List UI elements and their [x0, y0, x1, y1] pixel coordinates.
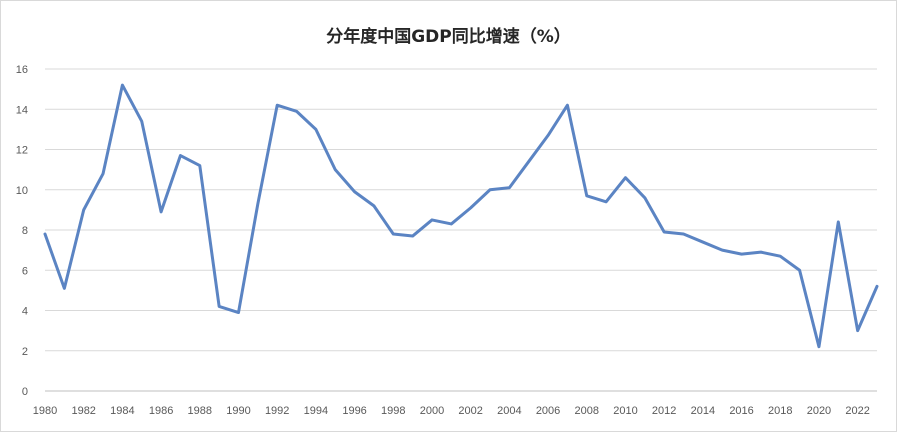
x-tick-label: 2002: [458, 405, 482, 417]
x-tick-label: 1980: [33, 405, 57, 417]
x-axis-labels: 1980 1982 1984 1986 1988 1990 1992 1994 1996 1998…: [33, 405, 870, 417]
y-tick-label: 6: [22, 265, 28, 277]
chart-title: 分年度中国GDP同比增速（%）: [326, 27, 571, 47]
x-tick-label: 1982: [71, 405, 95, 417]
x-tick-label: 2008: [575, 405, 599, 417]
x-tick-label: 2018: [768, 405, 792, 417]
x-tick-label: 1984: [110, 405, 134, 417]
x-tick-label: 2022: [845, 405, 869, 417]
x-tick-label: 2006: [536, 405, 560, 417]
y-tick-label: 4: [22, 306, 28, 318]
x-tick-label: 2004: [497, 405, 521, 417]
y-tick-label: 16: [16, 64, 28, 76]
x-tick-label: 1990: [226, 405, 250, 417]
x-tick-label: 1994: [304, 405, 328, 417]
x-tick-label: 1988: [188, 405, 212, 417]
gridlines: [45, 68, 877, 392]
y-tick-label: 2: [22, 346, 28, 358]
y-tick-label: 8: [22, 225, 28, 237]
y-tick-label: 14: [16, 104, 28, 116]
x-tick-label: 1986: [149, 405, 173, 417]
x-tick-label: 1998: [381, 405, 405, 417]
x-tick-label: 2014: [691, 405, 715, 417]
x-tick-label: 2016: [729, 405, 753, 417]
y-tick-label: 0: [22, 386, 28, 398]
y-tick-label: 10: [16, 185, 28, 197]
series-line-0: [43, 83, 879, 349]
x-tick-label: 1996: [342, 405, 366, 417]
x-tick-label: 2010: [613, 405, 637, 417]
x-tick-label: 2000: [420, 405, 444, 417]
y-axis-labels: 0 2 4 6 8 10 12 14 16: [16, 64, 28, 398]
x-tick-label: 2020: [807, 405, 831, 417]
x-tick-label: 1992: [265, 405, 289, 417]
plot-area: [43, 83, 879, 349]
x-tick-label: 2012: [652, 405, 676, 417]
y-tick-label: 12: [16, 145, 28, 157]
